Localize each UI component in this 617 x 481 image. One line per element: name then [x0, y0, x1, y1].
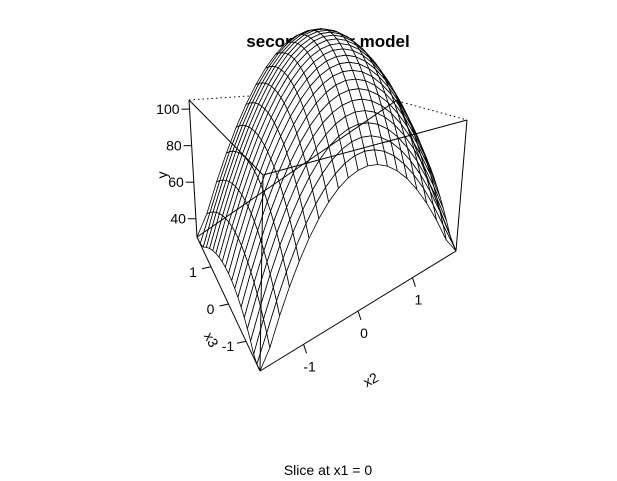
- box-hidden-edge-0: [188, 88, 355, 101]
- x3-axis-label: x3: [201, 329, 222, 350]
- x3-tick-mark: [201, 266, 212, 270]
- box-edge-3: [455, 119, 468, 252]
- x3-tick-mark: [236, 340, 247, 344]
- x2-tick-label: 1: [415, 292, 423, 308]
- chart-subtitle: Slice at x1 = 0: [284, 462, 373, 478]
- y-tick-label: 80: [166, 138, 182, 154]
- box-edge-6: [259, 174, 264, 372]
- x2-tick-mark: [357, 310, 362, 321]
- x2-tick-label: 0: [360, 325, 368, 341]
- x3-tick-label: 1: [189, 264, 197, 280]
- x2-axis-label: x2: [360, 369, 381, 390]
- x2-tick-label: -1: [303, 358, 316, 374]
- y-tick-label: 60: [168, 174, 184, 190]
- x3-tick-mark: [219, 303, 229, 307]
- x3-tick-label: 0: [207, 301, 215, 317]
- box-edge-0: [188, 99, 198, 238]
- x3-tick-label: -1: [222, 338, 235, 354]
- box-edge-7: [196, 99, 398, 238]
- axes: -1 0 1 x2 -1 0 1 x3 40 60 80 100 y: [154, 101, 423, 390]
- x2-tick-mark: [303, 344, 308, 354]
- y-tick-label: 40: [170, 211, 186, 227]
- y-tick-label: 100: [156, 101, 180, 117]
- surface-mesh: [196, 28, 457, 372]
- box-edge-4: [262, 119, 468, 176]
- box-edge-8: [396, 99, 457, 252]
- y-axis-label: y: [154, 172, 170, 179]
- box-hidden-edge-1: [353, 88, 468, 121]
- x2-tick-mark: [411, 277, 416, 287]
- box-edge-5: [188, 99, 264, 176]
